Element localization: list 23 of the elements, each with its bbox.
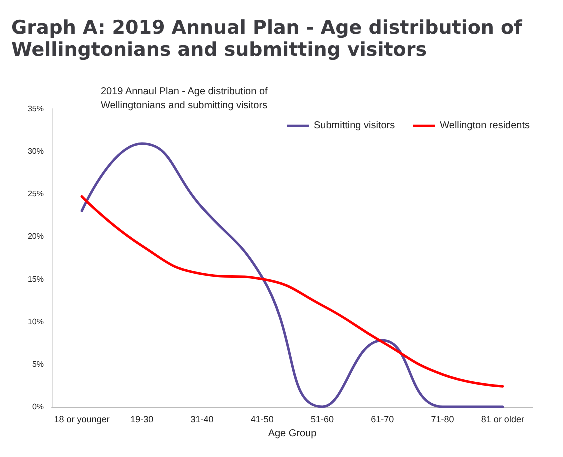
x-tick-label: 61-70 (371, 414, 394, 424)
y-tick-label: 30% (28, 147, 44, 156)
chart-title: Graph A: 2019 Annual Plan - Age distribution of Wellingtonians and submitting visitors (12, 17, 529, 61)
y-tick-label: 0% (32, 402, 44, 412)
chart-subtitle: 2019 Annaul Plan - Age distribution of Wellingtonians and submitting visitors (101, 86, 271, 112)
x-tick-label: 41-50 (250, 414, 274, 424)
x-tick-label: 51-60 (311, 414, 334, 424)
y-tick-label: 20% (28, 232, 44, 242)
x-axis-title: Age Group (268, 428, 318, 440)
x-tick-label: 71-80 (431, 414, 454, 424)
y-tick-label: 25% (28, 190, 44, 199)
x-tick-label: 18 or younger (54, 414, 110, 424)
legend-label: Submitting visitors (314, 120, 396, 132)
x-tick-label: 31-40 (190, 414, 214, 424)
y-tick-label: 5% (32, 360, 44, 369)
x-tick-label: 81 or older (481, 414, 524, 424)
line-series (80, 142, 504, 408)
y-tick-label: 15% (28, 274, 44, 284)
line-series (80, 195, 504, 388)
legend-label: Wellington residents (440, 120, 530, 132)
x-tick-label: 19-30 (130, 414, 154, 424)
y-tick-label: 10% (28, 317, 44, 326)
y-tick-label: 35% (28, 104, 44, 114)
